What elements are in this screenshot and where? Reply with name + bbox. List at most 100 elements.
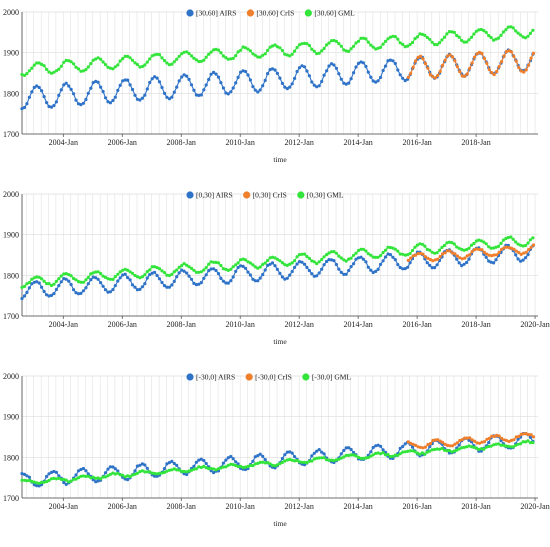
data-point: [310, 47, 314, 51]
legend-label-cris[interactable]: [0,30] CrIS: [253, 191, 287, 200]
legend-label-gml[interactable]: [30,60] GML: [314, 9, 355, 18]
data-point: [160, 56, 164, 60]
data-point: [106, 474, 110, 478]
data-point: [170, 283, 174, 287]
data-point: [214, 47, 218, 52]
data-point: [160, 471, 164, 475]
data-point: [320, 79, 324, 84]
data-point: [455, 441, 459, 445]
data-point: [204, 466, 208, 470]
data-point: [334, 262, 338, 267]
data-point: [344, 259, 348, 263]
data-point: [329, 250, 334, 254]
data-point: [268, 45, 272, 49]
data-point: [214, 260, 218, 264]
legend-label-cris[interactable]: [30,60] CrIS: [256, 9, 294, 18]
data-point: [204, 55, 208, 59]
data-point: [118, 59, 122, 63]
data-point: [469, 445, 474, 449]
legend-label-gml[interactable]: [-30,0] GML: [312, 373, 352, 382]
data-point: [143, 463, 147, 467]
data-point: [187, 265, 191, 269]
data-point: [101, 475, 105, 479]
data-point: [366, 455, 370, 460]
data-point: [528, 435, 533, 439]
data-point: [37, 281, 41, 285]
data-point: [103, 96, 108, 100]
data-point: [182, 73, 186, 77]
legend-swatch-gml: [304, 9, 312, 17]
data-point: [462, 40, 466, 44]
data-point: [420, 32, 424, 37]
data-point: [256, 454, 260, 458]
data-point: [437, 248, 442, 252]
legend-label-airs[interactable]: [0,30] AIRS: [196, 191, 233, 200]
data-point: [241, 257, 245, 261]
data-point: [103, 63, 108, 67]
y-tick-label: 1700: [3, 494, 19, 503]
legend-label-airs[interactable]: [-30,0] AIRS: [196, 373, 235, 382]
data-point: [391, 246, 395, 250]
data-point: [443, 442, 447, 446]
data-point: [283, 85, 287, 89]
data-point: [413, 37, 417, 41]
data-point: [212, 48, 216, 52]
data-point: [263, 52, 267, 56]
data-point: [283, 52, 287, 56]
data-point: [523, 256, 528, 260]
data-point: [438, 69, 442, 73]
data-point: [30, 90, 34, 94]
data-point: [135, 288, 139, 292]
data-point: [22, 73, 27, 77]
data-point: [207, 52, 211, 56]
data-point: [531, 441, 535, 445]
data-point: [212, 267, 216, 271]
data-point: [448, 249, 452, 253]
data-point: [455, 448, 459, 452]
data-point: [216, 261, 221, 265]
legend-label-gml[interactable]: [0,30] GML: [307, 191, 344, 200]
data-point: [441, 440, 445, 444]
data-point: [320, 267, 324, 271]
data-point: [379, 75, 383, 80]
data-point: [529, 245, 533, 249]
data-point: [35, 84, 39, 88]
data-point: [135, 471, 139, 475]
data-point: [364, 456, 368, 460]
data-point: [212, 70, 216, 74]
data-point: [393, 453, 397, 457]
legend: [0,30] AIRS [0,30] CrIS [0,30] GML: [186, 191, 344, 200]
legend-swatch-gml: [302, 373, 310, 381]
data-point: [111, 277, 115, 281]
data-point: [317, 448, 321, 452]
data-point: [177, 271, 181, 275]
data-point: [261, 454, 265, 458]
data-point: [403, 442, 407, 446]
data-point: [465, 254, 469, 258]
data-point: [320, 49, 324, 53]
data-point: [202, 88, 206, 92]
data-point: [52, 469, 56, 474]
data-point: [339, 77, 343, 81]
data-point: [86, 472, 90, 476]
data-point: [496, 36, 501, 40]
data-point: [307, 256, 311, 260]
legend-label-cris[interactable]: [-30,0] CrIS: [255, 373, 292, 382]
data-point: [209, 260, 213, 264]
data-point: [67, 59, 71, 63]
data-point: [526, 241, 530, 245]
data-point: [180, 268, 184, 272]
data-point: [332, 63, 336, 67]
data-point: [371, 45, 375, 49]
data-point: [280, 275, 284, 279]
legend-label-airs[interactable]: [30,60] AIRS: [196, 9, 236, 18]
data-point: [342, 81, 346, 85]
data-point: [349, 453, 353, 457]
data-point: [20, 72, 24, 77]
data-point: [197, 465, 201, 469]
data-point: [450, 55, 455, 59]
data-point: [322, 263, 326, 267]
data-point: [366, 252, 370, 256]
data-point: [145, 60, 149, 64]
data-point: [261, 262, 265, 267]
